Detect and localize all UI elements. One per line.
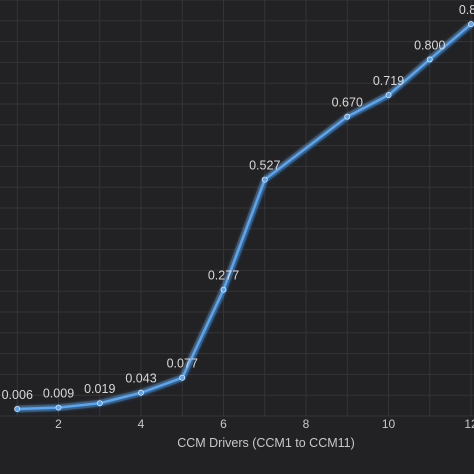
data-point bbox=[344, 113, 351, 120]
data-label: 0.006 bbox=[2, 388, 33, 402]
data-label: 0.277 bbox=[208, 269, 239, 283]
data-point bbox=[426, 56, 433, 63]
series bbox=[13, 20, 474, 413]
data-label: 0.009 bbox=[43, 387, 74, 401]
grid bbox=[0, 0, 474, 417]
data-label: 0.043 bbox=[125, 372, 156, 386]
data-labels: 0.006 0.009 0.019 0.043 0.077 0.277 0.527 0.670… bbox=[2, 3, 474, 402]
x-tick-label: 6 bbox=[220, 417, 227, 431]
data-point bbox=[220, 286, 227, 293]
data-point bbox=[179, 374, 186, 381]
data-label: 0.88 bbox=[459, 3, 474, 17]
data-label: 0.527 bbox=[249, 159, 280, 173]
data-label: 0.077 bbox=[167, 357, 198, 371]
data-point bbox=[138, 389, 144, 396]
data-point bbox=[14, 406, 21, 412]
x-tick-label: 10 bbox=[382, 417, 396, 431]
data-point bbox=[261, 176, 268, 183]
data-label: 0.800 bbox=[414, 38, 445, 52]
x-tick-label: 2 bbox=[55, 417, 62, 431]
data-point bbox=[468, 21, 474, 28]
data-point bbox=[385, 92, 392, 98]
data-label: 0.719 bbox=[373, 74, 404, 88]
x-tick-label: 4 bbox=[138, 417, 145, 431]
x-tick-label: 12 bbox=[464, 417, 474, 431]
data-label: 0.670 bbox=[332, 96, 363, 110]
data-label: 0.019 bbox=[84, 382, 115, 396]
x-axis-label: CCM Drivers (CCM1 to CCM11) bbox=[177, 436, 355, 450]
x-axis-ticks: 2 4 6 8 10 12 bbox=[55, 417, 474, 431]
data-point bbox=[96, 400, 103, 407]
x-tick-label: 8 bbox=[303, 417, 310, 431]
data-point bbox=[55, 404, 62, 411]
